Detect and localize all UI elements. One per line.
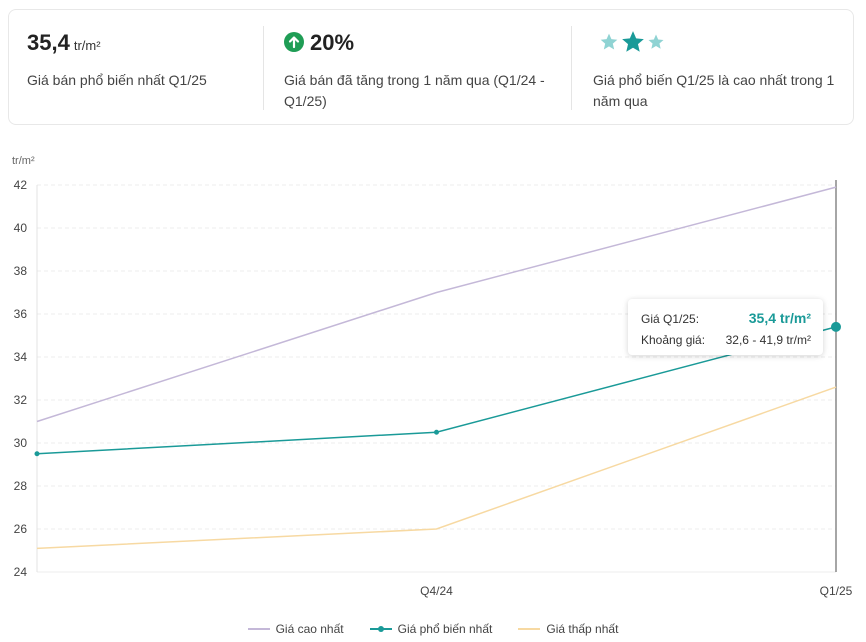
price-line-chart: tr/m² 24 26 28 30 32 34 36 38 40 42 Q4/24 Q1/25 [12, 155, 853, 598]
summary-card: 35,4 tr/m² Giá bán phổ biến nhất Q1/25 2… [8, 9, 854, 125]
legend-label: Giá phổ biến nhất [397, 622, 493, 636]
data-point [34, 451, 40, 457]
common-price-value: 35,4 [27, 30, 70, 55]
star-icon [622, 31, 644, 52]
legend-label: Giá thấp nhất [546, 622, 619, 636]
y-tick-label: 42 [14, 178, 28, 192]
y-tick-label: 36 [14, 307, 28, 321]
stat-price-change: 20% Giá bán đã tăng trong 1 năm qua (Q1/… [284, 10, 554, 124]
divider [571, 26, 572, 110]
y-tick-label: 32 [14, 393, 28, 407]
y-tick-label: 24 [14, 565, 28, 579]
x-tick-label: Q1/25 [820, 584, 853, 598]
tooltip-range-value: 32,6 - 41,9 tr/m² [725, 333, 811, 347]
tooltip-range-label: Khoảng giá: [641, 333, 706, 347]
chart-tooltip: Giá Q1/25: 35,4 tr/m² Khoảng giá: 32,6 -… [628, 299, 823, 355]
legend-swatch [369, 624, 392, 634]
tooltip-price-value: 35,4 tr/m² [748, 310, 811, 326]
x-tick-label: Q4/24 [420, 584, 453, 598]
y-tick-label: 34 [14, 350, 28, 364]
legend-swatch [247, 624, 270, 634]
price-rank-desc: Giá phổ biến Q1/25 là cao nhất trong 1 n… [593, 72, 835, 109]
arrow-up-circle-icon [284, 32, 304, 52]
y-axis-unit-label: tr/m² [12, 155, 35, 167]
legend-label: Giá cao nhất [275, 622, 344, 636]
star-icon [600, 33, 618, 50]
common-price-unit: tr/m² [73, 38, 101, 53]
legend-item-common[interactable]: Giá phổ biến nhất [369, 620, 493, 638]
y-tick-label: 26 [14, 522, 28, 536]
stat-price-rank: Giá phổ biến Q1/25 là cao nhất trong 1 n… [593, 10, 843, 124]
rating-stars [599, 29, 665, 55]
series-line-0 [36, 186, 837, 423]
stat-common-price: 35,4 tr/m² Giá bán phổ biến nhất Q1/25 [27, 10, 257, 124]
price-change-value: 20% [310, 30, 355, 55]
divider [263, 26, 264, 110]
star-icon [648, 34, 664, 49]
y-tick-label: 38 [14, 264, 28, 278]
legend-item-high[interactable]: Giá cao nhất [247, 620, 344, 638]
chart-legend: Giá cao nhất Giá phổ biến nhất Giá thấp … [0, 620, 866, 638]
y-tick-label: 28 [14, 479, 28, 493]
common-price-desc: Giá bán phổ biến nhất Q1/25 [27, 72, 207, 88]
tooltip-price-label: Giá Q1/25: [641, 312, 700, 326]
price-change-desc: Giá bán đã tăng trong 1 năm qua (Q1/24 -… [284, 72, 545, 109]
data-point [434, 429, 439, 435]
series-line-2 [36, 386, 837, 550]
legend-swatch [518, 624, 541, 634]
y-tick-label: 40 [14, 221, 28, 235]
y-tick-label: 30 [14, 436, 28, 450]
data-point [831, 321, 841, 332]
legend-item-low[interactable]: Giá thấp nhất [518, 620, 618, 638]
